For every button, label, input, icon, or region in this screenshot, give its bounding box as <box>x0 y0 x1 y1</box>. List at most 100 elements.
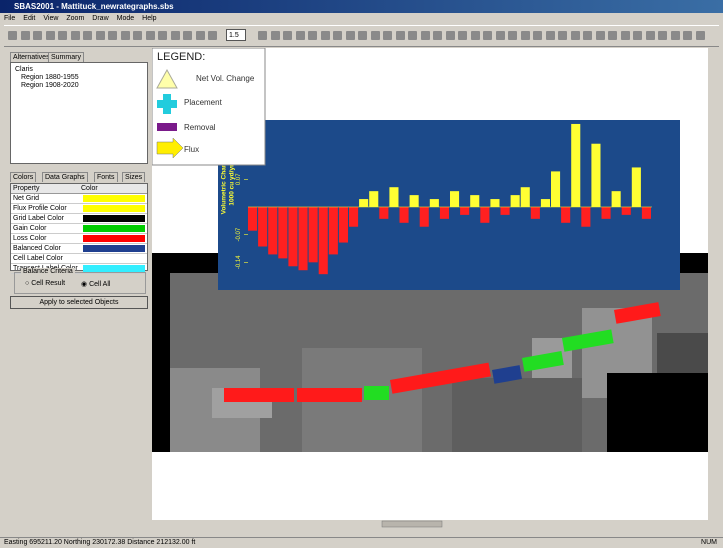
toolbar-button[interactable] <box>595 31 605 40</box>
toolbar-button[interactable] <box>495 31 505 40</box>
toolbar-button[interactable] <box>333 31 342 40</box>
toolbar-button[interactable] <box>508 31 517 40</box>
toolbar-button[interactable] <box>358 31 367 40</box>
toolbar-button[interactable] <box>420 31 430 40</box>
toolbar-button[interactable] <box>170 31 180 40</box>
toolbar-button[interactable] <box>433 31 442 40</box>
apply-button[interactable]: Apply to selected Objects <box>10 296 148 309</box>
legend-label: Removal <box>184 123 216 132</box>
toolbar-button[interactable] <box>383 31 392 40</box>
table-row[interactable]: Flux Profile Color <box>11 204 147 214</box>
radio[interactable]: ◉ Cell All <box>81 281 111 288</box>
legend-label: Flux <box>184 145 199 154</box>
toolbar-button[interactable] <box>620 31 630 40</box>
toolbar-button[interactable] <box>83 31 92 40</box>
toolbar-button[interactable] <box>445 31 455 40</box>
toolbar-button[interactable] <box>520 31 530 40</box>
toolbar-button[interactable] <box>658 31 667 40</box>
y-axis-label: Volumetric Change <box>221 155 228 214</box>
menu-item[interactable]: File <box>4 15 16 22</box>
tree-item[interactable]: Region 1880-1955 <box>21 74 79 81</box>
toolbar-button[interactable] <box>208 31 217 40</box>
tab[interactable]: Summary <box>48 52 84 62</box>
toolbar-button[interactable] <box>45 31 55 40</box>
bar <box>460 206 470 215</box>
legend-label: Placement <box>184 98 223 107</box>
toolbar-button[interactable] <box>283 31 292 40</box>
toolbar-button[interactable] <box>695 31 705 40</box>
menu-item[interactable]: Zoom <box>66 15 85 22</box>
zoom-box[interactable]: 1.5 <box>226 29 246 41</box>
toolbar-button[interactable] <box>195 31 205 40</box>
toolbar-button[interactable] <box>633 31 642 40</box>
bar <box>530 206 540 219</box>
table-row[interactable]: Balanced Color <box>11 244 147 254</box>
table-row[interactable]: Net Grid <box>11 194 147 204</box>
bar <box>278 206 288 259</box>
toolbar-button[interactable] <box>683 31 692 40</box>
bar <box>520 187 530 207</box>
table-row[interactable]: Gain Color <box>11 224 147 234</box>
toolbar-button[interactable] <box>408 31 417 40</box>
bar <box>308 206 318 263</box>
toolbar-button[interactable] <box>295 31 305 40</box>
table-row[interactable]: Loss Color <box>11 234 147 244</box>
toolbar-button[interactable] <box>558 31 567 40</box>
toolbar-button[interactable] <box>183 31 192 40</box>
black-corner <box>607 373 718 452</box>
toolbar-button[interactable] <box>58 31 67 40</box>
tab[interactable]: Data Graphs <box>42 172 88 182</box>
toolbar-button[interactable] <box>608 31 617 40</box>
toolbar-button[interactable] <box>258 31 267 40</box>
toolbar-button[interactable] <box>533 31 542 40</box>
toolbar-button[interactable] <box>320 31 330 40</box>
property-name: Grid Label Color <box>13 215 64 222</box>
toolbar-button[interactable] <box>458 31 467 40</box>
tab[interactable]: Colors <box>10 172 37 182</box>
toolbar-button[interactable] <box>670 31 680 40</box>
table-row[interactable]: Cell Label Color <box>11 254 147 264</box>
radio[interactable]: ○ Cell Result <box>25 280 66 287</box>
legend-title: LEGEND: <box>157 51 205 63</box>
toolbar-button[interactable] <box>570 31 580 40</box>
toolbar-button[interactable] <box>145 31 155 40</box>
menu-item[interactable]: View <box>43 15 59 22</box>
table-row[interactable]: Grid Label Color <box>11 214 147 224</box>
chart-bg <box>218 120 680 290</box>
toolbar-button[interactable] <box>345 31 355 40</box>
toolbar-button[interactable] <box>645 31 655 40</box>
toolbar-button[interactable] <box>95 31 105 40</box>
v-scrollbar <box>708 48 718 528</box>
toolbar-button[interactable] <box>483 31 492 40</box>
menu-item[interactable]: Help <box>142 15 157 22</box>
toolbar-button[interactable] <box>108 31 117 40</box>
legend-icon <box>156 68 178 89</box>
toolbar-button[interactable] <box>8 31 17 40</box>
bar <box>601 206 611 219</box>
tab[interactable]: Sizes <box>122 172 146 182</box>
menu-item[interactable]: Edit <box>23 15 36 22</box>
toolbar-button[interactable] <box>395 31 405 40</box>
toolbar-button[interactable] <box>470 31 480 40</box>
menu-item[interactable]: Mode <box>116 15 135 22</box>
toolbar-button[interactable] <box>370 31 380 40</box>
toolbar-button[interactable] <box>70 31 80 40</box>
toolbar-button[interactable] <box>20 31 30 40</box>
property-table: Property Color Net Grid Flux Profile Colo… <box>10 183 148 274</box>
menu-item[interactable]: Draw <box>92 15 109 22</box>
tree-item[interactable]: Claris <box>15 66 33 73</box>
toolbar-button[interactable] <box>545 31 555 40</box>
toolbar-button[interactable] <box>120 31 130 40</box>
toolbar-button[interactable] <box>308 31 317 40</box>
tree-item[interactable]: Region 1908-2020 <box>21 82 79 89</box>
toolbar-button[interactable] <box>583 31 592 40</box>
toolbar-button[interactable] <box>33 31 42 40</box>
header-cell: Property <box>13 185 40 192</box>
toolbar-button[interactable] <box>270 31 280 40</box>
toolbar-button[interactable] <box>133 31 142 40</box>
y-tick-label: -0.07 <box>236 227 242 241</box>
tab[interactable]: Fonts <box>94 172 118 182</box>
toolbar-button[interactable] <box>158 31 167 40</box>
tab[interactable]: Alternatives <box>10 52 53 62</box>
shore-cell <box>492 365 523 384</box>
